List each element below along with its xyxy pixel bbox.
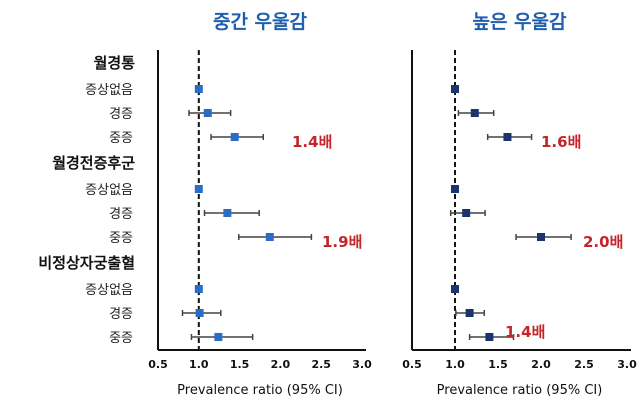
- point-estimate: [451, 85, 459, 93]
- row-label: 경증: [109, 307, 133, 322]
- row-label: 증상없음: [85, 283, 133, 298]
- x-tick-label: 2.5: [311, 358, 331, 371]
- point-estimate: [462, 209, 471, 217]
- x-axis-label: Prevalence ratio (95% CI): [177, 383, 343, 398]
- point-estimate: [503, 133, 512, 141]
- point-estimate: [194, 85, 203, 93]
- group-label: 월경전증후군: [52, 154, 135, 172]
- panel-title: 중간 우울감: [213, 11, 308, 33]
- ratio-annotation: 1.4배: [505, 323, 545, 341]
- point-estimate: [194, 285, 203, 293]
- point-estimate: [203, 109, 212, 117]
- x-tick-label: 1.0: [445, 358, 465, 371]
- x-tick-label: 2.5: [574, 358, 594, 371]
- x-tick-label: 0.5: [402, 358, 422, 371]
- point-estimate: [195, 309, 204, 317]
- x-axis-label: Prevalence ratio (95% CI): [437, 383, 603, 398]
- row-label: 중증: [109, 131, 133, 146]
- x-tick-label: 0.5: [148, 358, 168, 371]
- x-tick-label: 1.5: [488, 358, 508, 371]
- ratio-annotation: 1.9배: [322, 233, 362, 251]
- point-estimate: [470, 109, 479, 117]
- point-estimate: [265, 233, 274, 241]
- point-estimate: [485, 333, 494, 341]
- ratio-annotation: 2.0배: [583, 233, 623, 251]
- panel-title: 높은 우울감: [472, 11, 567, 33]
- group-label: 월경통: [94, 54, 136, 72]
- point-estimate: [537, 233, 545, 241]
- x-tick-label: 1.0: [189, 358, 209, 371]
- point-estimate: [223, 209, 232, 217]
- point-estimate: [451, 285, 459, 293]
- x-tick-label: 2.0: [271, 358, 291, 371]
- x-tick-label: 3.0: [617, 358, 637, 371]
- row-label: 경증: [109, 207, 133, 222]
- ratio-annotation: 1.6배: [541, 133, 581, 151]
- row-label: 중증: [109, 331, 133, 346]
- x-tick-label: 1.5: [230, 358, 250, 371]
- row-label: 경증: [109, 107, 133, 122]
- point-estimate: [194, 185, 203, 193]
- ratio-annotation: 1.4배: [292, 133, 332, 151]
- point-estimate: [214, 333, 223, 341]
- point-estimate: [465, 309, 474, 317]
- point-estimate: [230, 133, 239, 141]
- row-label: 증상없음: [85, 83, 133, 98]
- point-estimate: [451, 185, 459, 193]
- row-label: 증상없음: [85, 183, 133, 198]
- x-tick-label: 3.0: [352, 358, 372, 371]
- x-tick-label: 2.0: [531, 358, 551, 371]
- row-label: 중증: [109, 231, 133, 246]
- group-label: 비정상자궁출혈: [38, 254, 135, 272]
